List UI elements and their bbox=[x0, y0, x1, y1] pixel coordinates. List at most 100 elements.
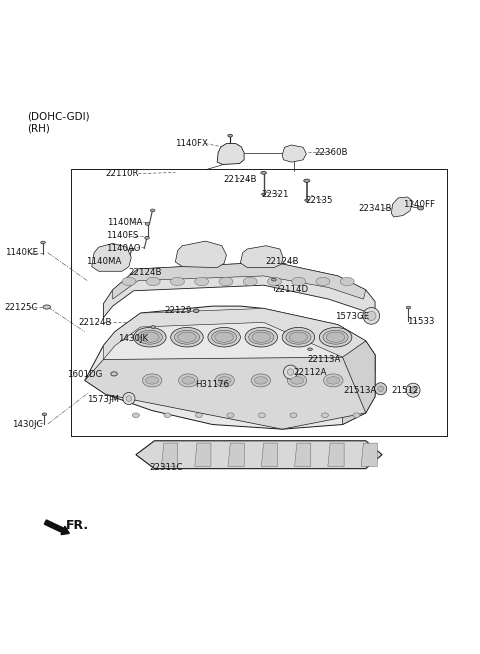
Text: H31176: H31176 bbox=[195, 379, 229, 388]
Text: 1140MA: 1140MA bbox=[86, 256, 121, 266]
Circle shape bbox=[126, 396, 132, 402]
Polygon shape bbox=[136, 441, 382, 469]
Circle shape bbox=[363, 307, 380, 324]
Ellipse shape bbox=[245, 328, 277, 347]
Ellipse shape bbox=[292, 277, 306, 286]
Ellipse shape bbox=[308, 348, 312, 351]
Polygon shape bbox=[328, 443, 344, 466]
Ellipse shape bbox=[130, 248, 134, 251]
Ellipse shape bbox=[251, 374, 271, 387]
Text: 1430JC: 1430JC bbox=[12, 420, 43, 428]
Ellipse shape bbox=[174, 330, 200, 344]
Ellipse shape bbox=[340, 277, 354, 286]
Circle shape bbox=[378, 386, 384, 392]
Text: 22125C: 22125C bbox=[4, 303, 38, 311]
Text: 22113A: 22113A bbox=[307, 355, 341, 364]
Text: FR.: FR. bbox=[66, 519, 89, 532]
Polygon shape bbox=[343, 341, 375, 424]
Text: 22321: 22321 bbox=[262, 190, 289, 199]
Text: 1140FF: 1140FF bbox=[403, 200, 435, 209]
Ellipse shape bbox=[43, 305, 50, 309]
Ellipse shape bbox=[195, 277, 209, 286]
Text: 1140MA: 1140MA bbox=[107, 218, 142, 226]
Text: 22129: 22129 bbox=[164, 306, 192, 315]
Ellipse shape bbox=[146, 277, 160, 286]
Ellipse shape bbox=[261, 171, 266, 174]
Text: 22124B: 22124B bbox=[78, 318, 112, 327]
Ellipse shape bbox=[418, 206, 423, 210]
Text: 22110R: 22110R bbox=[105, 169, 139, 179]
Polygon shape bbox=[217, 144, 244, 164]
Ellipse shape bbox=[289, 332, 308, 342]
Ellipse shape bbox=[290, 413, 297, 417]
Polygon shape bbox=[295, 443, 311, 466]
Ellipse shape bbox=[179, 374, 198, 387]
Text: 22311C: 22311C bbox=[149, 463, 183, 472]
Ellipse shape bbox=[322, 413, 328, 417]
Polygon shape bbox=[175, 241, 227, 267]
Ellipse shape bbox=[42, 413, 47, 416]
Ellipse shape bbox=[254, 377, 267, 384]
Ellipse shape bbox=[282, 328, 315, 347]
Ellipse shape bbox=[324, 374, 343, 387]
Ellipse shape bbox=[215, 374, 234, 387]
Ellipse shape bbox=[208, 328, 240, 347]
Ellipse shape bbox=[215, 332, 233, 342]
Text: 22341B: 22341B bbox=[358, 204, 392, 213]
Ellipse shape bbox=[145, 222, 150, 225]
Circle shape bbox=[284, 365, 298, 379]
Circle shape bbox=[123, 392, 135, 405]
Ellipse shape bbox=[145, 377, 159, 384]
Ellipse shape bbox=[323, 330, 348, 344]
Text: 22124B: 22124B bbox=[265, 258, 299, 266]
Ellipse shape bbox=[171, 328, 203, 347]
Text: 1430JK: 1430JK bbox=[119, 334, 149, 343]
Ellipse shape bbox=[150, 209, 155, 212]
Ellipse shape bbox=[143, 374, 162, 387]
Ellipse shape bbox=[249, 330, 274, 344]
Ellipse shape bbox=[178, 332, 196, 342]
Circle shape bbox=[410, 387, 416, 394]
Ellipse shape bbox=[132, 413, 139, 417]
Polygon shape bbox=[85, 357, 366, 429]
Ellipse shape bbox=[316, 277, 330, 286]
Text: 1140FS: 1140FS bbox=[106, 231, 138, 240]
Circle shape bbox=[374, 383, 387, 395]
Ellipse shape bbox=[144, 237, 149, 239]
Polygon shape bbox=[103, 262, 375, 322]
Ellipse shape bbox=[170, 277, 184, 286]
Text: 21512: 21512 bbox=[392, 386, 419, 394]
Ellipse shape bbox=[290, 377, 303, 384]
Polygon shape bbox=[240, 246, 283, 267]
Ellipse shape bbox=[258, 413, 265, 417]
Ellipse shape bbox=[212, 330, 237, 344]
Ellipse shape bbox=[164, 413, 171, 417]
Text: 21513A: 21513A bbox=[344, 386, 377, 394]
Ellipse shape bbox=[262, 193, 266, 196]
Ellipse shape bbox=[193, 309, 199, 313]
Text: (DOHC-GDI)
(RH): (DOHC-GDI) (RH) bbox=[27, 111, 89, 133]
Text: 1573GE: 1573GE bbox=[335, 312, 369, 321]
Polygon shape bbox=[261, 443, 277, 466]
Ellipse shape bbox=[272, 278, 276, 281]
Polygon shape bbox=[228, 443, 244, 466]
Polygon shape bbox=[85, 306, 375, 429]
Polygon shape bbox=[103, 309, 375, 373]
Ellipse shape bbox=[227, 413, 234, 417]
Polygon shape bbox=[282, 145, 306, 162]
Ellipse shape bbox=[218, 377, 231, 384]
Ellipse shape bbox=[141, 332, 159, 342]
Ellipse shape bbox=[133, 328, 166, 347]
Text: 1140AO: 1140AO bbox=[106, 244, 141, 253]
Ellipse shape bbox=[304, 179, 310, 182]
Text: 22124B: 22124B bbox=[224, 175, 257, 184]
Ellipse shape bbox=[353, 413, 360, 417]
Text: 22124B: 22124B bbox=[129, 268, 162, 277]
Ellipse shape bbox=[151, 326, 156, 328]
Ellipse shape bbox=[41, 241, 45, 244]
Ellipse shape bbox=[122, 277, 136, 286]
Text: 22135: 22135 bbox=[306, 196, 333, 205]
Ellipse shape bbox=[319, 328, 352, 347]
Text: 1573JM: 1573JM bbox=[87, 395, 120, 404]
Circle shape bbox=[406, 383, 420, 397]
